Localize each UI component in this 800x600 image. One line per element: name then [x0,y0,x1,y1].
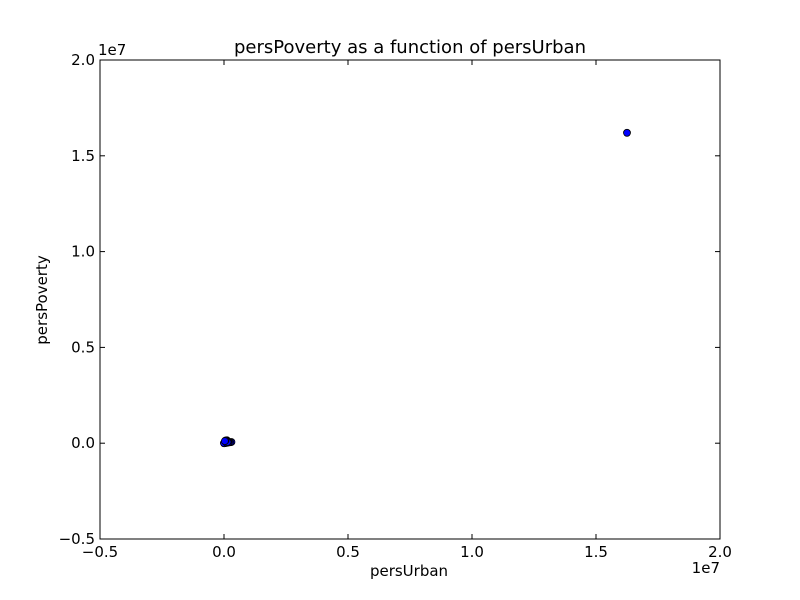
y-tick-label: 1.5 [71,147,95,165]
x-tick-label: 1.5 [584,543,608,561]
plot-frame [99,59,721,540]
y-axis-label: persPoverty [33,255,51,345]
x-tick-label: −0.5 [82,543,118,561]
y-tick-label: 0.5 [71,338,95,356]
x-offset-label: 1e7 [692,559,720,577]
x-tick-label: 1.0 [460,543,484,561]
scatter-point [623,128,631,137]
y-tick-label: 1.0 [71,243,95,261]
x-tick-label: 0.0 [212,543,236,561]
chart-title: persPoverty as a function of persUrban [234,37,586,58]
y-tick-label: 2.0 [71,51,95,69]
y-offset-label: 1e7 [98,41,126,59]
x-tick-label: 0.5 [336,543,360,561]
x-axis-label: persUrban [370,562,448,580]
y-tick-label: −0.5 [59,530,95,548]
y-tick-label: 0.0 [71,434,95,452]
x-tick-label: 2.0 [708,543,732,561]
ticks-layer: −0.5 0.0 0.5 1.0 1.5 2.0 −0.5 0.0 0.5 1.0 1.5 2.0 [59,51,732,561]
scatter-point [220,437,229,445]
points-layer [220,128,631,448]
